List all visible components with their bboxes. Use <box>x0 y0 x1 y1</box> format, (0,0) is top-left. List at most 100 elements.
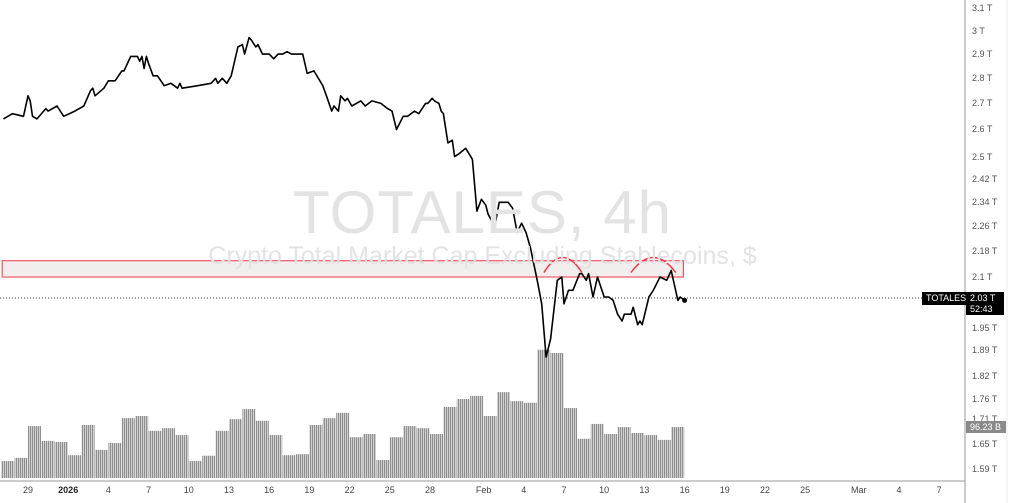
time-tick-label: 22 <box>759 485 771 495</box>
volume-bar <box>523 402 537 478</box>
time-tick-label: 13 <box>223 485 235 495</box>
volume-bar <box>242 409 256 478</box>
volume-bar <box>430 434 443 478</box>
time-tick-label: 7 <box>146 485 152 495</box>
volume-bar <box>550 352 564 478</box>
volume-bar <box>1 461 15 478</box>
price-tick-label: 3.1 T <box>972 3 993 13</box>
volume-bar <box>376 459 390 478</box>
volume-bar <box>255 420 269 478</box>
time-tick-label: 19 <box>304 485 315 495</box>
volume-bar <box>108 443 122 478</box>
time-tick-label: 19 <box>719 485 730 495</box>
volume-bar <box>577 438 591 478</box>
volume-bars <box>1 349 685 478</box>
time-tick-label: 7 <box>936 485 942 495</box>
watermark-title: TOTALES, 4h <box>293 179 672 246</box>
price-line <box>2 36 686 358</box>
price-tick-label: 1.76 T <box>972 393 998 404</box>
price-tick-label: 1.89 T <box>972 344 998 355</box>
volume-bar <box>175 435 189 478</box>
volume-bar <box>564 408 577 478</box>
volume-bar <box>336 412 350 478</box>
arc-drawing[interactable] <box>543 256 583 273</box>
volume-bar <box>269 435 283 478</box>
volume-bar <box>81 425 95 478</box>
time-tick-label: 29 <box>22 485 34 495</box>
volume-bar <box>363 434 376 478</box>
price-tick-label: 2.7 T <box>972 98 993 109</box>
time-tick-label: 16 <box>264 485 275 495</box>
time-tick-label: 4 <box>521 485 527 495</box>
volume-bar <box>309 425 323 478</box>
resistance-zone[interactable] <box>1 260 684 278</box>
volume-value-label: 96.23 B <box>966 421 1006 433</box>
time-tick-label: 7 <box>561 485 567 495</box>
time-tick-label: 2026 <box>58 485 79 495</box>
price-tick-label: 2.9 T <box>972 49 993 60</box>
last-price-value: 2.03 T <box>970 293 996 303</box>
arc-drawing[interactable] <box>630 256 677 273</box>
price-tick-label: 2.6 T <box>972 124 993 135</box>
volume-bar <box>188 461 202 478</box>
time-tick-label: 25 <box>384 485 395 495</box>
volume-bar <box>148 430 162 478</box>
volume-bar <box>215 430 229 478</box>
last-price-dot <box>682 297 688 303</box>
price-tick-label: 2.42 T <box>972 174 998 185</box>
volume-bar <box>322 418 336 478</box>
price-tick-label: 1.71 T <box>972 413 998 424</box>
volume-bar <box>456 399 470 478</box>
volume-bar <box>671 427 685 478</box>
volume-bar <box>403 426 417 478</box>
time-tick-label: 4 <box>105 485 111 495</box>
volume-bar <box>590 423 604 478</box>
price-tick-label: 1.82 T <box>972 370 998 381</box>
bar-countdown: 52:43 <box>970 304 993 314</box>
last-price-label: 2.03 T 52:43 <box>966 292 1004 315</box>
volume-bar <box>497 392 510 478</box>
price-tick-label: 2.8 T <box>972 73 993 84</box>
volume-bar <box>41 440 55 478</box>
price-tick-label: 2.26 T <box>972 221 998 232</box>
volume-bar <box>617 427 631 478</box>
volume-bar <box>510 401 524 478</box>
volume-bar <box>54 441 68 478</box>
volume-bar <box>14 457 28 478</box>
volume-bar <box>282 455 296 478</box>
watermark-subtitle: Crypto Total Market Cap Excluding Stable… <box>208 242 757 270</box>
price-tick-label: 3 T <box>972 25 985 36</box>
time-tick-label: 10 <box>599 485 610 495</box>
price-tick-label: 1.59 T <box>972 464 998 475</box>
time-tick-label: 13 <box>639 485 650 495</box>
volume-bar <box>389 437 403 478</box>
time-tick-label: 4 <box>896 485 902 495</box>
volume-bar <box>657 439 671 478</box>
symbol-label: TOTALES <box>922 292 971 305</box>
price-tick-label: 2.34 T <box>972 197 998 208</box>
price-tick-label: 2.5 T <box>972 151 993 162</box>
price-tick-label: 2.18 T <box>972 246 998 257</box>
volume-bar <box>28 426 41 478</box>
volume-bar <box>631 432 644 478</box>
time-tick-label: 10 <box>183 485 194 495</box>
time-tick-label: 22 <box>344 485 355 495</box>
time-tick-label: 16 <box>679 485 690 495</box>
volume-bar <box>121 418 135 478</box>
volume-bar <box>95 449 108 478</box>
volume-bar <box>349 437 363 478</box>
arc-drawings[interactable] <box>543 256 677 273</box>
time-tick-label: Feb <box>475 485 492 495</box>
price-tick-label: 2.1 T <box>972 272 993 282</box>
time-tick-label: 28 <box>424 485 436 495</box>
volume-bar <box>162 428 175 478</box>
volume-bar <box>416 428 430 478</box>
volume-bar <box>202 455 216 478</box>
volume-bar <box>296 454 309 478</box>
volume-bar <box>537 349 551 478</box>
volume-bar <box>644 435 658 478</box>
time-tick-label: Mar <box>851 485 867 495</box>
volume-bar <box>483 415 497 478</box>
volume-bar <box>135 415 149 478</box>
